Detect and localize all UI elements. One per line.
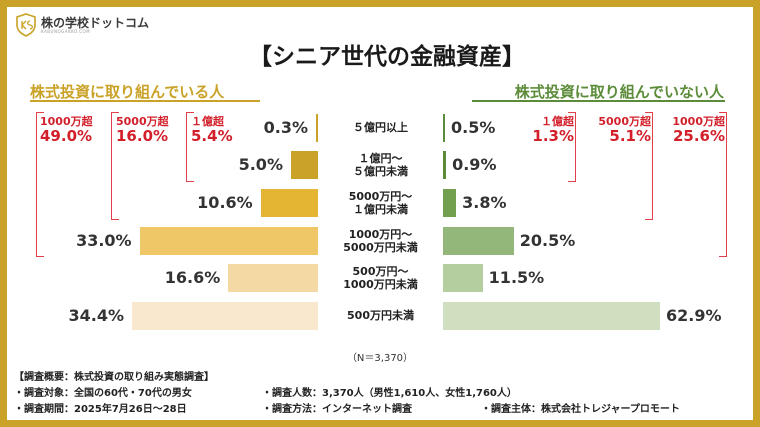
category-label-line: １億円～ bbox=[358, 152, 403, 166]
value-label-non-investors-3: 20.5% bbox=[519, 230, 576, 250]
bar-investors-2[interactable] bbox=[260, 189, 318, 217]
value-label-investors-2: 10.6% bbox=[197, 193, 253, 212]
cumulative-label-investors-0: 1000万超 bbox=[40, 115, 93, 128]
value-label-non-investors-0: 0.5% bbox=[451, 117, 496, 137]
value-label-investors-0: 0.3% bbox=[263, 117, 308, 137]
category-label-line: ５億円未満 bbox=[353, 165, 408, 179]
cumulative-value-non-investors-2: 25.6% bbox=[672, 127, 725, 145]
category-label-line: ５億円以上 bbox=[353, 121, 408, 135]
category-label-5: 500万円未満 bbox=[318, 309, 443, 322]
category-label-1: １億円～ ５億円未満 bbox=[318, 152, 443, 178]
bar-investors-5[interactable] bbox=[132, 301, 318, 330]
survey-heading: 【調査概要：株式投資の取り組み実態調査】 bbox=[14, 372, 214, 383]
category-label-line: 5000万円未満 bbox=[343, 240, 418, 254]
survey-period: ・調査期間：2025年7月26日～28日 bbox=[14, 404, 187, 415]
category-label-line: １億円未満 bbox=[353, 203, 408, 216]
cumulative-label-non-investors-2: 1000万超 bbox=[672, 115, 725, 128]
legend-non-investors: 株式投資に取り組んでいない人 bbox=[514, 83, 724, 101]
legend-investors-underline bbox=[30, 100, 260, 102]
bar-non-investors-3[interactable] bbox=[443, 226, 514, 255]
cumulative-label-investors-1: 5000万超 bbox=[116, 115, 169, 128]
bar-investors-1[interactable] bbox=[290, 151, 318, 180]
cumulative-bracket-investors-1 bbox=[111, 112, 119, 220]
cumulative-label-non-investors-0: １億超 bbox=[541, 115, 574, 128]
logo-subtext: KABUNOGAKKO.COM bbox=[41, 29, 91, 34]
bar-non-investors-5[interactable] bbox=[443, 301, 660, 330]
logo-name: 株の学校ドットコム bbox=[41, 16, 150, 30]
category-label-line: 5000万円～ bbox=[348, 190, 413, 203]
category-label-line: 500万円未満 bbox=[347, 309, 414, 323]
cumulative-value-non-investors-0: 1.3% bbox=[532, 127, 574, 145]
value-label-investors-4: 16.6% bbox=[164, 268, 221, 288]
bar-non-investors-4[interactable] bbox=[443, 264, 483, 293]
value-label-non-investors-1: 0.9% bbox=[452, 155, 497, 175]
value-label-non-investors-4: 11.5% bbox=[488, 268, 545, 288]
cumulative-bracket-non-investors-0 bbox=[568, 112, 576, 183]
survey-method: ・調査方法：インターネット調査 bbox=[262, 404, 412, 415]
sample-size-note: （N＝3,370） bbox=[346, 353, 414, 364]
survey-sponsor: ・調査主体：株式会社トレジャープロモート bbox=[481, 404, 680, 415]
site-logo[interactable]: 株の学校ドットコム KABUNOGAKKO.COM bbox=[15, 13, 149, 39]
cumulative-value-investors-2: 5.4% bbox=[191, 127, 233, 145]
category-label-line: 1000万円～ bbox=[348, 227, 413, 241]
bar-non-investors-1[interactable] bbox=[443, 151, 447, 180]
chart-title: 【シニア世代の金融資産】 bbox=[249, 44, 525, 70]
bar-investors-0[interactable] bbox=[316, 113, 318, 142]
value-label-investors-1: 5.0% bbox=[238, 155, 283, 175]
category-label-line: 1000万円未満 bbox=[343, 278, 418, 292]
survey-target: ・調査対象：全国の60代・70代の男女 bbox=[14, 388, 192, 399]
category-label-4: 500万円～ 1000万円未満 bbox=[318, 265, 443, 291]
cumulative-value-investors-0: 49.0% bbox=[40, 127, 93, 145]
category-label-3: 1000万円～ 5000万円未満 bbox=[318, 228, 443, 254]
bar-investors-3[interactable] bbox=[139, 226, 318, 255]
cumulative-value-investors-1: 16.0% bbox=[116, 127, 169, 145]
survey-count: ・調査人数：3,370人（男性1,610人、女性1,760人） bbox=[262, 388, 517, 399]
value-label-investors-3: 33.0% bbox=[76, 230, 132, 250]
category-label-0: ５億円以上 bbox=[318, 121, 443, 134]
legend-non-investors-underline bbox=[472, 100, 725, 102]
legend-investors: 株式投資に取り組んでいる人 bbox=[30, 83, 225, 101]
bar-non-investors-2[interactable] bbox=[443, 189, 457, 217]
shield-logo-icon bbox=[16, 13, 36, 37]
category-label-line: 500万円～ bbox=[352, 265, 409, 279]
value-label-investors-5: 34.4% bbox=[68, 305, 124, 325]
cumulative-value-non-investors-1: 5.1% bbox=[609, 127, 651, 145]
cumulative-bracket-non-investors-1 bbox=[645, 112, 653, 220]
cumulative-bracket-non-investors-2 bbox=[719, 112, 727, 258]
value-label-non-investors-2: 3.8% bbox=[462, 193, 507, 212]
value-label-non-investors-5: 62.9% bbox=[666, 305, 722, 325]
cumulative-label-non-investors-1: 5000万超 bbox=[598, 115, 651, 128]
cumulative-bracket-investors-2 bbox=[186, 112, 194, 183]
bar-non-investors-0[interactable] bbox=[443, 113, 445, 142]
cumulative-label-investors-2: １億超 bbox=[191, 115, 224, 128]
bar-investors-4[interactable] bbox=[228, 264, 318, 293]
cumulative-bracket-investors-0 bbox=[36, 112, 44, 258]
category-label-2: 5000万円～ １億円未満 bbox=[318, 190, 443, 216]
